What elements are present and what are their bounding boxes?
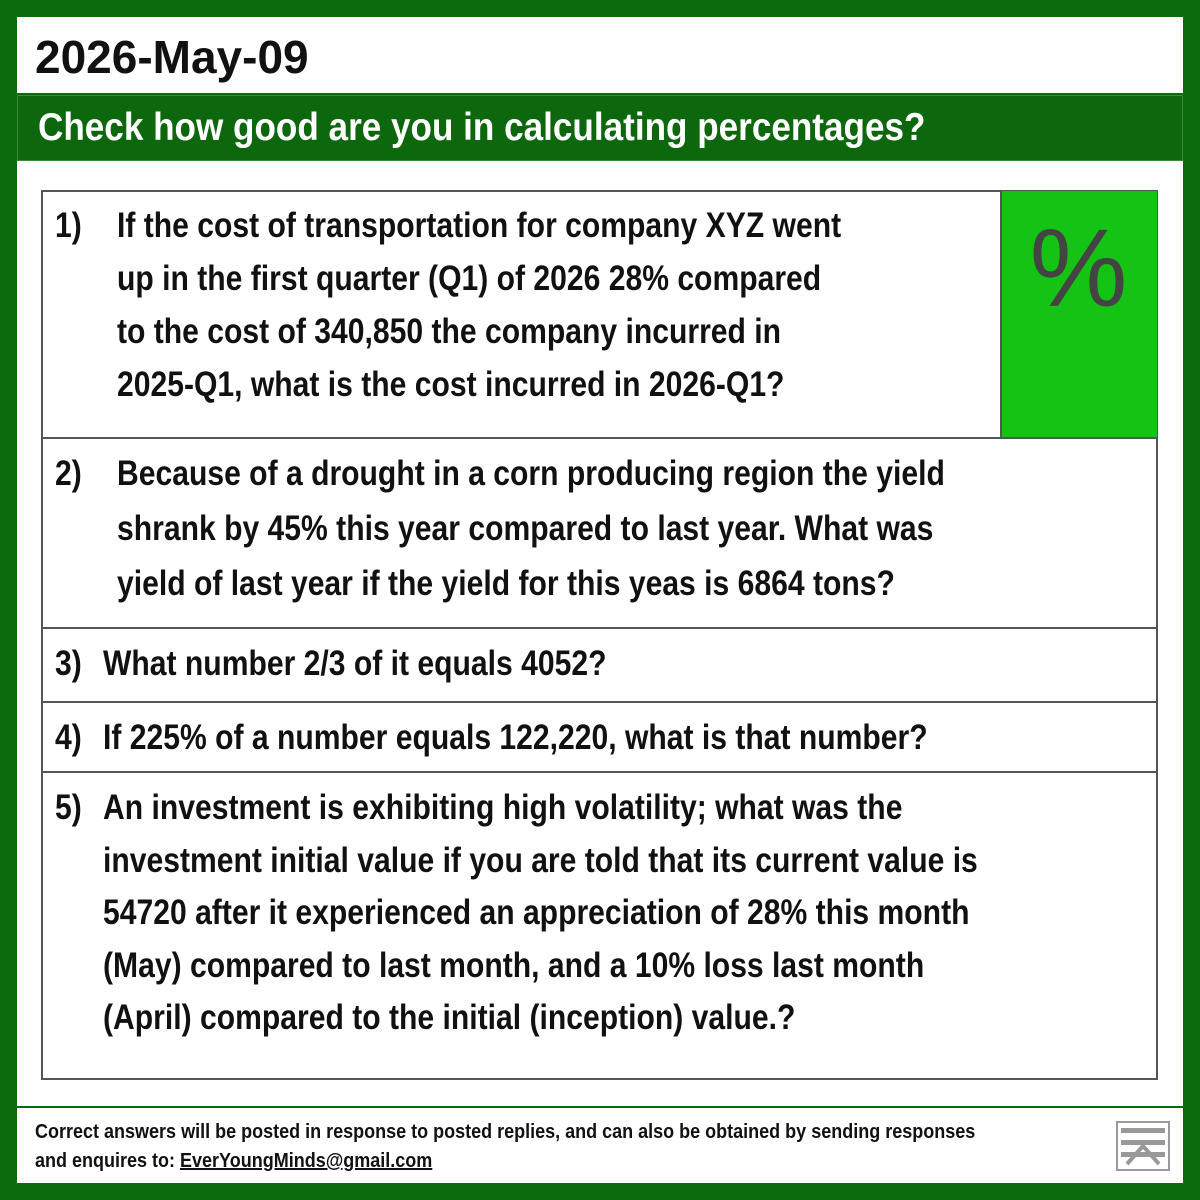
question-number: 4) bbox=[55, 718, 82, 757]
question-line: (May) compared to last month, and a 10% … bbox=[103, 945, 925, 985]
date-panel bbox=[17, 17, 1183, 93]
question-number: 2) bbox=[55, 454, 82, 493]
footer-text: and enquires to: EverYoungMinds@gmail.co… bbox=[35, 1150, 432, 1173]
question-number: 3) bbox=[55, 644, 82, 683]
footer-prefix: and enquires to: bbox=[35, 1150, 176, 1172]
question-line: An investment is exhibiting high volatil… bbox=[103, 788, 903, 827]
question-box bbox=[41, 190, 1158, 1080]
email-link[interactable]: EverYoungMinds@gmail.com bbox=[180, 1150, 433, 1172]
question-line: What number 2/3 of it equals 4052? bbox=[103, 644, 607, 683]
question-line: shrank by 45% this year compared to last… bbox=[117, 509, 934, 548]
logo bbox=[1116, 1121, 1170, 1171]
question-line: (April) compared to the initial (incepti… bbox=[103, 998, 796, 1037]
row-divider bbox=[41, 628, 1158, 703]
footer-text: Correct answers will be posted in respon… bbox=[35, 1121, 976, 1143]
question-number: 1) bbox=[55, 206, 82, 245]
question-line: If the cost of transportation for compan… bbox=[117, 206, 842, 245]
badge-cell bbox=[1000, 191, 1157, 438]
row-divider bbox=[41, 702, 1158, 773]
badge: % bbox=[1029, 207, 1128, 330]
question-line: 2025-Q1, what is the cost incurred in 20… bbox=[117, 365, 785, 404]
question-line: up in the first quarter (Q1) of 2026 28%… bbox=[117, 259, 822, 298]
question-line: yield of last year if the yield for this… bbox=[117, 564, 895, 603]
question-number: 5) bbox=[55, 788, 82, 827]
question-line: 54720 after it experienced an appreciati… bbox=[103, 893, 970, 932]
question-line: If 225% of a number equals 122,220, what… bbox=[103, 718, 928, 757]
title-banner bbox=[17, 95, 1183, 161]
title: Check how good are you in calculating pe… bbox=[38, 106, 926, 149]
question-line: Because of a drought in a corn producing… bbox=[117, 454, 945, 493]
footer-panel bbox=[17, 1108, 1183, 1183]
date: 2026-May-09 bbox=[35, 31, 309, 83]
question-line: investment initial value if you are told… bbox=[103, 840, 978, 880]
row-divider bbox=[41, 438, 1158, 629]
content-panel bbox=[17, 161, 1183, 1106]
question-line: to the cost of 340,850 the company incur… bbox=[117, 312, 782, 351]
row-divider bbox=[41, 190, 1158, 439]
